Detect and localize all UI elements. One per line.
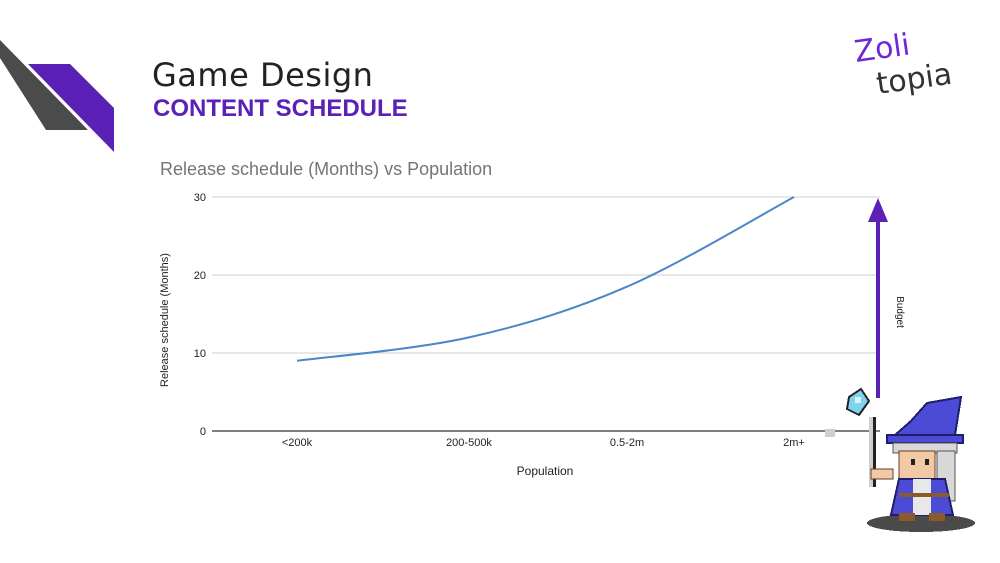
x-tick-label: 0.5-2m (610, 437, 644, 449)
budget-arrow-icon (868, 198, 888, 398)
x-tick-label: <200k (282, 437, 313, 449)
zolitopia-logo: Zoli topia (852, 32, 954, 102)
corner-decoration (0, 40, 114, 152)
y-tick-label: 10 (194, 348, 206, 360)
x-tick-labels: <200k 200-500k 0.5-2m 2m+ (282, 437, 805, 449)
chart-title: Release schedule (Months) vs Population (160, 159, 493, 179)
y-axis-label: Release schedule (Months) (159, 253, 171, 387)
wizard-sprite (825, 387, 975, 532)
y-tick-label: 30 (194, 192, 206, 204)
grid-lines (212, 196, 880, 432)
page-title: Game Design (152, 56, 374, 94)
y-tick-label: 0 (200, 426, 206, 438)
y-tick-labels: 0 10 20 30 (194, 192, 206, 438)
x-tick-label: 200-500k (446, 437, 492, 449)
budget-annotation: Budget (894, 296, 905, 328)
x-axis-label: Population (517, 464, 574, 478)
y-tick-label: 20 (194, 270, 206, 282)
series-line (296, 196, 795, 362)
page-subtitle: CONTENT SCHEDULE (153, 95, 408, 122)
x-tick-label: 2m+ (783, 437, 805, 449)
